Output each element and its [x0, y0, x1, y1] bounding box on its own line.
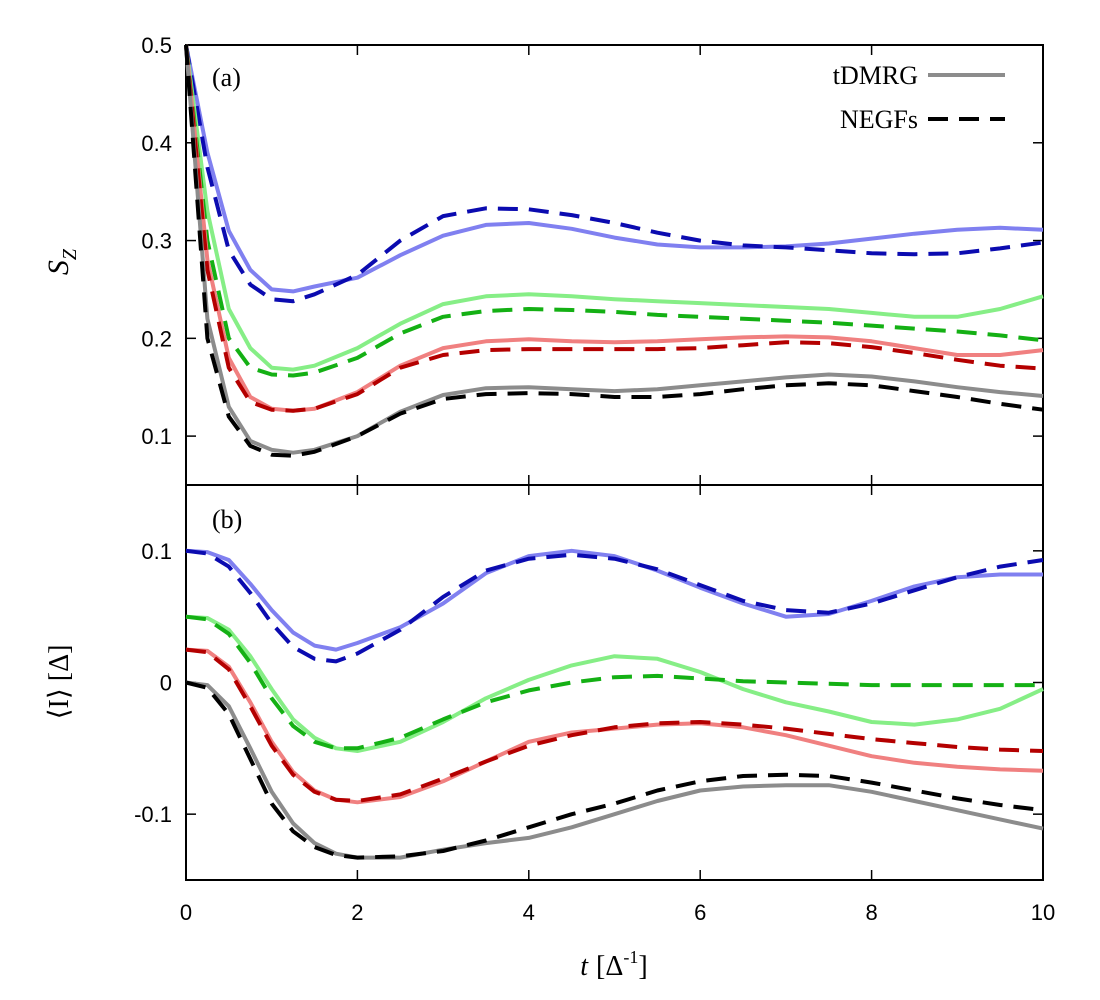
panel-a-ticks: 0.1 0.2 0.3 0.4 0.5	[141, 33, 1044, 485]
series-b-green-tdmrg	[185, 614, 1044, 753]
panel-b-ylabel: ⟨I⟩ [Δ]	[44, 645, 75, 720]
y-tick-label-a: 0.2	[141, 326, 172, 351]
panel-b-label: (b)	[212, 505, 242, 534]
panel-a-curves	[184, 44, 1044, 458]
panel-b-frame	[185, 484, 1044, 881]
series-b-red-negfs	[185, 647, 1044, 803]
series-a-blue-tdmrg	[184, 44, 1044, 294]
x-tick-label: 8	[865, 900, 877, 925]
series-a-gray-tdmrg	[184, 44, 1044, 455]
y-tick-label-a: 0.3	[141, 229, 172, 254]
x-axis-label-var: t	[580, 951, 589, 982]
y-tick-label-a: 0.1	[141, 424, 172, 449]
legend-label-tdmrg: tDMRG	[833, 61, 918, 90]
legend: tDMRG NEGFs	[833, 61, 1005, 134]
x-axis-label: t [Δ-1]	[580, 947, 647, 982]
x-tick-label: 10	[1031, 900, 1055, 925]
panel-a-ylabel-sub: Z	[59, 248, 81, 260]
series-a-green-tdmrg	[184, 44, 1044, 372]
x-tick-label: 4	[523, 900, 535, 925]
y-tick-label-a: 0.5	[141, 33, 172, 58]
x-axis-label-close: ]	[638, 951, 647, 982]
x-tick-label: 2	[351, 900, 363, 925]
series-a-red-negfs	[184, 44, 1044, 413]
series-a-red-tdmrg	[184, 44, 1044, 413]
x-axis-label-unit: [Δ	[596, 951, 623, 982]
series-b-gray-tdmrg	[185, 680, 1044, 860]
series-b-blue-negfs	[185, 548, 1044, 664]
x-axis-label-sup: -1	[623, 947, 638, 967]
x-axis-ticks: 0 2 4 6 8 10	[180, 900, 1055, 925]
x-tick-label: 6	[694, 900, 706, 925]
y-tick-label-a: 0.4	[141, 131, 172, 156]
panel-b-ticks: -0.1 0 0.1	[134, 485, 1044, 880]
x-tick-label: 0	[180, 900, 192, 925]
series-b-green-negfs	[185, 614, 1043, 751]
series-b-gray-negfs	[185, 680, 1044, 860]
y-tick-label-b: -0.1	[134, 802, 172, 827]
panel-a-label: (a)	[212, 63, 241, 92]
panel-b-curves	[185, 548, 1044, 860]
y-tick-label-b: 0.1	[141, 539, 172, 564]
series-a-blue-negfs	[184, 44, 1044, 304]
series-a-green-negfs	[184, 44, 1044, 378]
panel-a-ylabel-main: S	[42, 260, 75, 275]
panel-a-ylabel: SZ	[42, 248, 81, 275]
series-b-blue-tdmrg	[185, 548, 1043, 652]
y-tick-label-b: 0	[160, 671, 172, 696]
series-a-gray-negfs	[184, 44, 1044, 458]
legend-label-negfs: NEGFs	[840, 105, 918, 134]
